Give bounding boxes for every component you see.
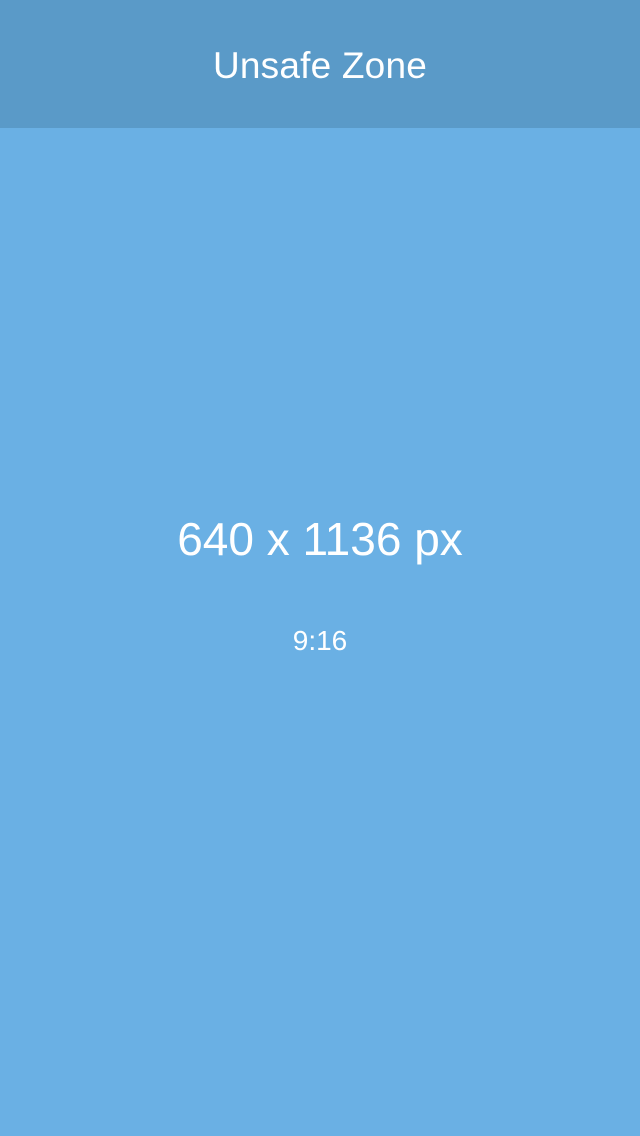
unsafe-zone-bar: Unsafe Zone	[0, 0, 640, 128]
unsafe-zone-title: Unsafe Zone	[212, 44, 428, 86]
dimensions-label: 640 x 1136 px	[177, 513, 463, 565]
aspect-ratio-label: 9:16	[292, 625, 348, 656]
